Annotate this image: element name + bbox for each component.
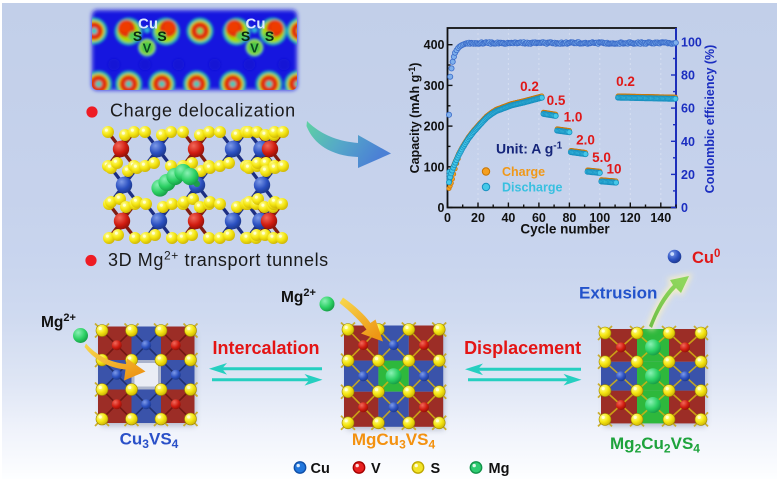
svg-text:100: 100 xyxy=(681,35,702,49)
svg-text:Charge delocalization: Charge delocalization xyxy=(110,101,296,121)
svg-text:Mg2Cu2VS4: Mg2Cu2VS4 xyxy=(610,434,700,456)
svg-text:0.2: 0.2 xyxy=(616,74,635,89)
svg-text:Cu: Cu xyxy=(138,16,158,33)
svg-text:140: 140 xyxy=(650,211,671,225)
svg-text:20: 20 xyxy=(471,211,485,225)
svg-text:100: 100 xyxy=(589,211,610,225)
svg-text:Cu: Cu xyxy=(311,461,330,477)
svg-text:60: 60 xyxy=(532,211,546,225)
svg-text:Cu0: Cu0 xyxy=(692,248,720,267)
svg-text:80: 80 xyxy=(681,69,695,83)
svg-text:20: 20 xyxy=(681,168,695,182)
svg-text:Cu: Cu xyxy=(246,16,266,33)
svg-text:V: V xyxy=(371,461,381,477)
svg-text:2.0: 2.0 xyxy=(576,133,595,148)
svg-text:40: 40 xyxy=(501,211,515,225)
svg-text:V: V xyxy=(143,41,152,56)
svg-text:S: S xyxy=(265,28,274,44)
svg-text:S: S xyxy=(241,28,250,44)
svg-text:10: 10 xyxy=(606,162,621,177)
svg-text:120: 120 xyxy=(620,211,641,225)
svg-text:S: S xyxy=(157,28,166,44)
svg-text:Cycle number: Cycle number xyxy=(520,222,610,237)
svg-text:0.2: 0.2 xyxy=(520,79,539,94)
svg-text:Unit: A g-1: Unit: A g-1 xyxy=(496,141,563,157)
svg-text:3D Mg2+ transport tunnels: 3D Mg2+ transport tunnels xyxy=(108,249,329,271)
svg-text:Intercalation: Intercalation xyxy=(212,338,319,358)
svg-text:0.5: 0.5 xyxy=(547,93,566,108)
svg-text:MgCu3VS4: MgCu3VS4 xyxy=(352,430,436,452)
svg-text:Cu3VS4: Cu3VS4 xyxy=(120,430,179,452)
svg-text:S: S xyxy=(431,461,441,477)
svg-text:80: 80 xyxy=(562,211,576,225)
svg-text:S: S xyxy=(133,28,142,44)
svg-text:40: 40 xyxy=(681,135,695,149)
svg-text:100: 100 xyxy=(424,160,445,174)
svg-text:300: 300 xyxy=(424,79,445,93)
svg-text:V: V xyxy=(250,41,259,56)
svg-text:0: 0 xyxy=(438,201,445,215)
svg-text:60: 60 xyxy=(681,102,695,116)
svg-text:0: 0 xyxy=(444,211,451,225)
svg-text:Capacity (mAh g-1): Capacity (mAh g-1) xyxy=(407,63,422,174)
svg-text:Mg: Mg xyxy=(489,461,510,477)
svg-text:400: 400 xyxy=(424,38,445,52)
svg-text:Discharge: Discharge xyxy=(502,181,562,195)
svg-text:1.0: 1.0 xyxy=(564,110,583,125)
svg-text:Displacement: Displacement xyxy=(464,338,581,358)
svg-text:Coulombic efficiency (%): Coulombic efficiency (%) xyxy=(703,45,717,194)
svg-text:0: 0 xyxy=(681,201,688,215)
svg-text:200: 200 xyxy=(424,120,445,134)
svg-text:Extrusion: Extrusion xyxy=(579,284,657,303)
svg-text:5.0: 5.0 xyxy=(592,150,611,165)
svg-text:Charge: Charge xyxy=(502,165,545,179)
